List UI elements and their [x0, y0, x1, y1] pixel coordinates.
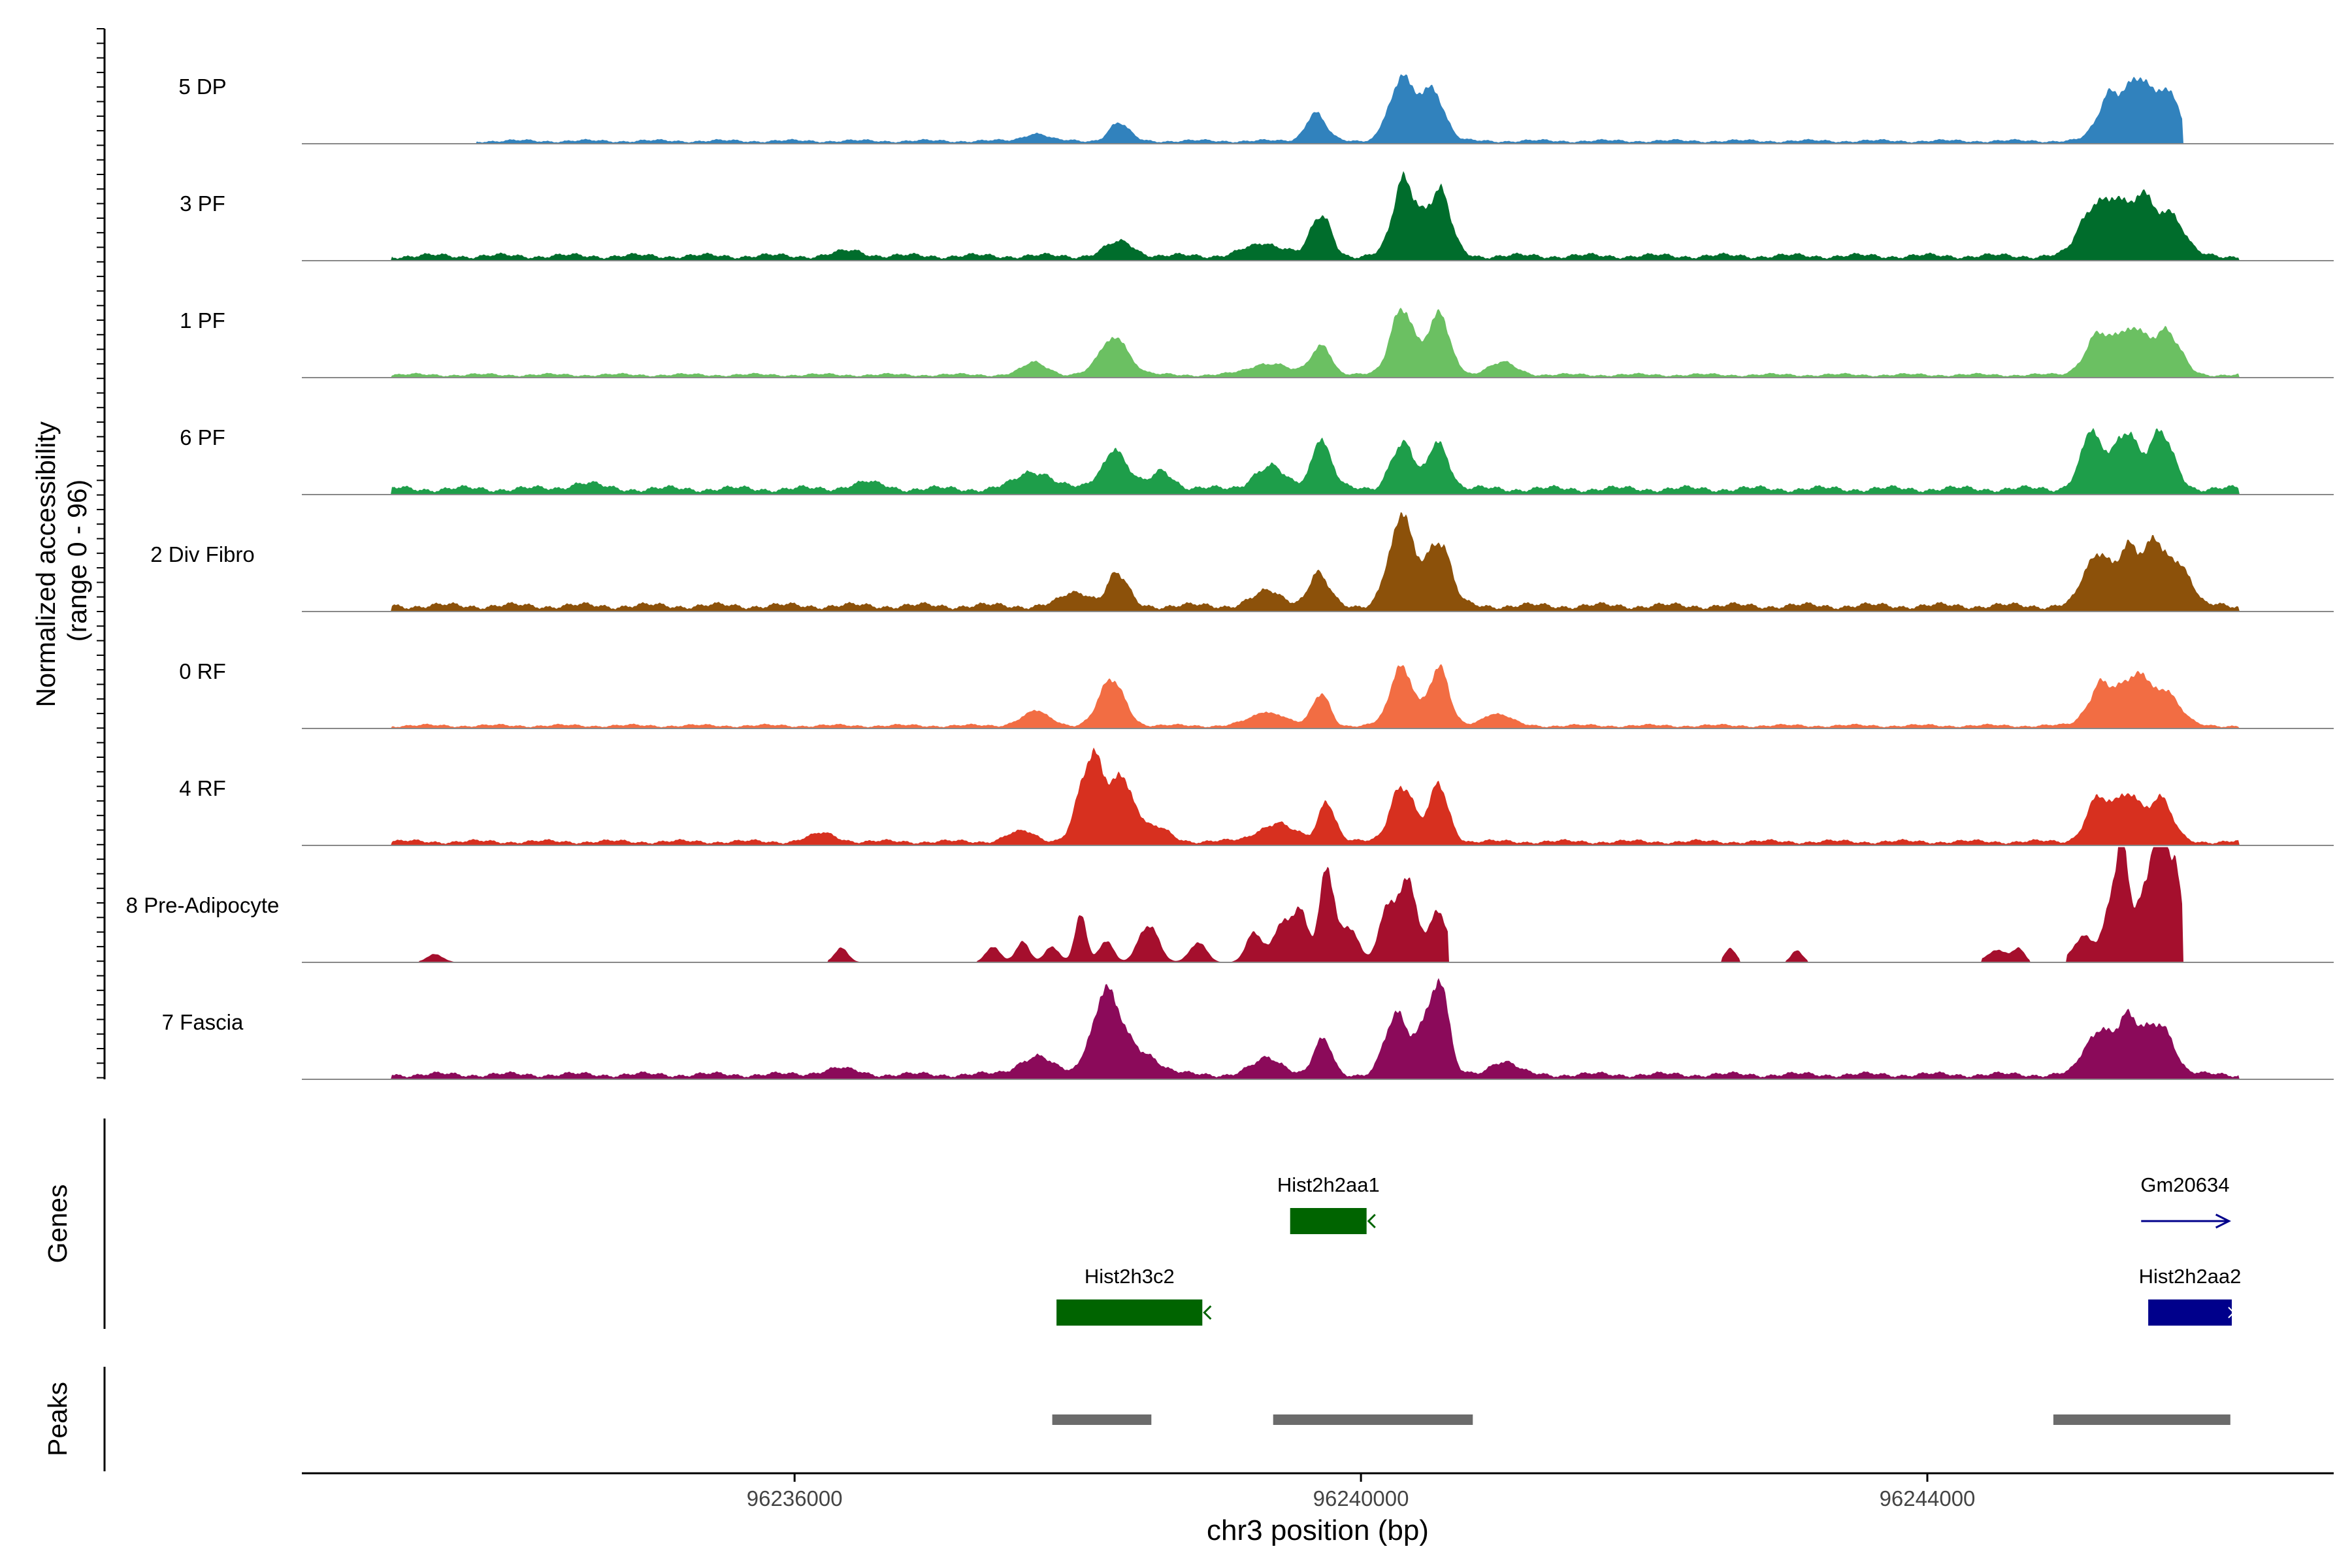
track-4: 6 PF: [180, 425, 2334, 495]
coverage-area: [302, 847, 2334, 962]
gene-label: Hist2h3c2: [1085, 1265, 1175, 1288]
track-5: 2 Div Fibro: [150, 512, 2334, 612]
x-tick-label: 96236000: [747, 1486, 843, 1511]
track-label: 8 Pre-Adipocyte: [126, 893, 280, 917]
track-label: 4 RF: [179, 776, 226, 800]
track-label: 5 DP: [178, 74, 226, 99]
track-6: 0 RF: [179, 659, 2334, 729]
track-7: 4 RF: [179, 747, 2334, 846]
track-label: 6 PF: [180, 425, 225, 449]
coverage-tracks: 5 DP 3 PF 1 PF 6 PF 2 Div Fibro 0 RF 4 RF 8 Pre…: [126, 74, 2334, 1080]
coverage-area: [302, 512, 2334, 612]
y-axis-label-line-2: (range 0 - 96): [62, 480, 92, 642]
strand-arrow: [1203, 1305, 1212, 1320]
strand-arrow: [1367, 1213, 1376, 1229]
gene-Hist2h2aa2: Hist2h2aa2: [2139, 1265, 2242, 1326]
gene-Hist2h2aa1: Hist2h2aa1: [1277, 1173, 1380, 1234]
peaks-track-label: Peaks: [42, 1382, 73, 1456]
coverage-area: [302, 428, 2334, 495]
x-tick-label: 96240000: [1313, 1486, 1409, 1511]
track-label: 2 Div Fibro: [150, 542, 255, 566]
gene-label: Hist2h2aa2: [2139, 1265, 2242, 1288]
gene-body: [2148, 1299, 2232, 1326]
y-axis-label-line-1: Normalized accessibility: [31, 421, 61, 707]
genes-panel: Genes Hist2h2aa1 Gm20634 Hist2h3c2 Hist2h2a…: [42, 1119, 2241, 1329]
peak-region: [2053, 1414, 2230, 1425]
accessibility-y-axis-label: Normalized accessibility (range 0 - 96): [31, 414, 92, 708]
coverage-area: [302, 664, 2334, 728]
track-label: 1 PF: [180, 308, 225, 333]
track-label: 0 RF: [179, 659, 226, 683]
coverage-area: [302, 307, 2334, 378]
coverage-area: [302, 171, 2334, 261]
accessibility-y-axis: Normalized accessibility (range 0 - 96): [31, 28, 106, 1079]
position-x-axis: 96236000 96240000 96244000 chr3 position (…: [302, 1472, 2334, 1546]
track-3: 1 PF: [180, 307, 2334, 378]
peaks-panel: Peaks: [42, 1367, 2230, 1471]
track-9: 7 Fascia: [162, 978, 2334, 1080]
track-label: 3 PF: [180, 191, 225, 216]
track-8: 8 Pre-Adipocyte: [126, 847, 2334, 963]
gene-label: Gm20634: [2140, 1173, 2229, 1196]
track-1: 5 DP: [178, 74, 2334, 144]
peak-region: [1052, 1414, 1152, 1425]
gene-body: [1290, 1208, 1367, 1234]
x-axis-label: chr3 position (bp): [1207, 1514, 1429, 1546]
strand-arrow: [2215, 1213, 2231, 1229]
coverage-area: [302, 747, 2334, 845]
peak-region: [1273, 1414, 1473, 1425]
track-2: 3 PF: [180, 171, 2334, 261]
gene-Hist2h3c2: Hist2h3c2: [1056, 1265, 1212, 1326]
gene-label: Hist2h2aa1: [1277, 1173, 1380, 1196]
strand-arrow: [2228, 1307, 2235, 1318]
genes-track-label: Genes: [42, 1184, 73, 1264]
track-label: 7 Fascia: [162, 1010, 244, 1034]
gene-body: [1056, 1299, 1203, 1326]
coverage-area: [302, 74, 2334, 144]
x-tick-label: 96244000: [1880, 1486, 1976, 1511]
gene-Gm20634: Gm20634: [2140, 1173, 2231, 1229]
coverage-area: [302, 978, 2334, 1079]
